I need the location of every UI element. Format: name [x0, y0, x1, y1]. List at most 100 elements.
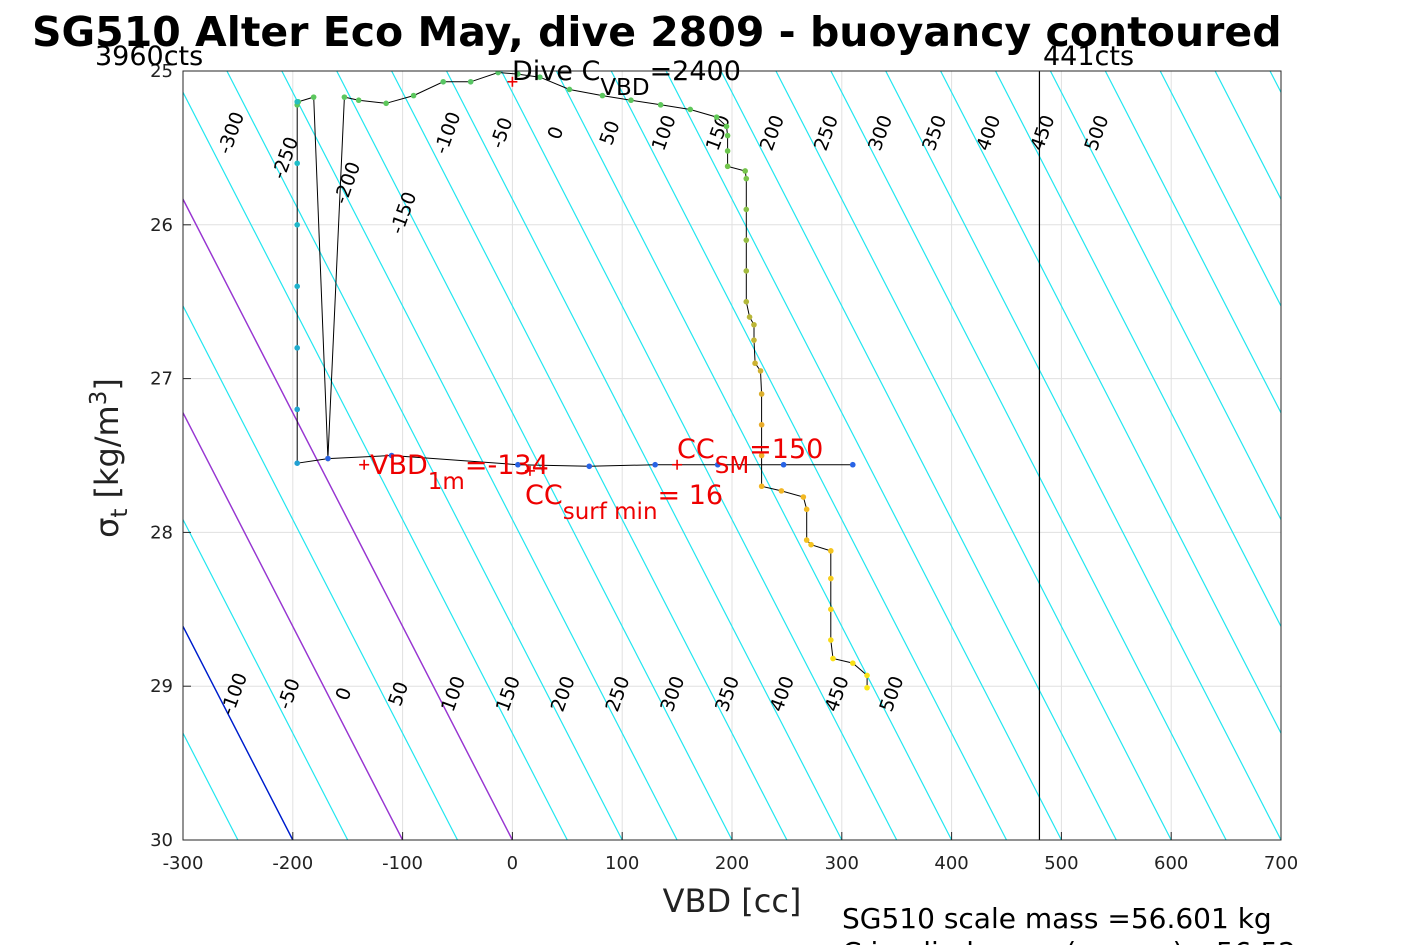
contour-line	[720, 71, 1117, 840]
contour-line	[336, 71, 733, 840]
highlight-contour-line	[183, 624, 294, 840]
climb-point	[294, 283, 300, 290]
profile-point	[566, 86, 573, 93]
profile-point	[758, 391, 765, 397]
climb-point	[294, 460, 300, 466]
cc-surf-min-label: CCsurf min= 16	[525, 480, 723, 525]
profile-point	[803, 537, 810, 543]
climb-point	[325, 455, 331, 462]
vbd-1m-label: VBD1m=-134	[370, 450, 549, 495]
climb-point	[294, 345, 300, 351]
contour-line	[1159, 71, 1281, 308]
climb-point	[714, 461, 721, 468]
profile-point	[310, 94, 317, 100]
x-tick-label: 100	[605, 853, 639, 874]
profile-point	[713, 114, 720, 120]
profile-point	[752, 360, 758, 367]
profile-point	[515, 71, 521, 77]
contour-line	[1049, 71, 1281, 521]
profile-point	[599, 92, 606, 99]
profile-point	[864, 684, 870, 691]
profile-point	[778, 488, 785, 494]
profile-point	[657, 102, 664, 108]
profile-point	[724, 148, 731, 154]
climb-point	[294, 98, 300, 105]
contour-line	[1104, 71, 1281, 415]
red-markers	[359, 76, 683, 476]
y-axis-label: σt [kg/m3]	[86, 378, 133, 538]
contour-line	[1325, 71, 1417, 840]
climb-point	[388, 452, 395, 459]
profile-point	[828, 548, 834, 554]
red-plus-marker	[672, 459, 683, 470]
contour-line	[183, 518, 349, 840]
cc-sm-sub: SM	[715, 453, 749, 479]
contour-line	[940, 71, 1281, 735]
profile-point	[751, 321, 757, 328]
y-tick-label: 28	[150, 522, 173, 543]
cc-surf-min-suffix: = 16	[658, 480, 724, 511]
profile-point	[758, 452, 765, 459]
cc-surf-min-prefix: CC	[525, 480, 563, 511]
contour-line	[610, 71, 1008, 840]
climb-point	[515, 461, 521, 468]
profile-point	[800, 494, 807, 500]
profile-point	[440, 78, 447, 85]
contour-line	[885, 71, 1281, 840]
y-axis-subscript: t	[107, 509, 133, 518]
contour-line	[445, 71, 843, 840]
profile-point	[341, 94, 348, 100]
profile-point	[724, 163, 731, 170]
red-plus-marker	[524, 465, 535, 476]
vbd-1m-suffix: =-134	[465, 450, 549, 481]
y-tick-label: 27	[150, 369, 173, 390]
x-ticks: -300 -200 -100 0 100 200 300 400 500 600 700	[163, 832, 1298, 874]
contour-line	[994, 71, 1281, 628]
profile-point	[743, 298, 750, 305]
y-tick-label: 26	[150, 215, 173, 236]
profile-point	[828, 606, 834, 613]
climb-point	[294, 160, 300, 167]
profile-point	[495, 71, 501, 76]
vbd-1m-prefix: VBD	[370, 450, 428, 481]
profile-point	[742, 168, 748, 174]
dive-profile	[294, 71, 870, 691]
profile-point	[757, 368, 764, 374]
profile-point	[758, 421, 765, 428]
y-axis-close: ]	[88, 378, 126, 390]
contour-line	[665, 71, 1062, 840]
contour-line	[555, 71, 953, 840]
chart-title: SG510 Alter Eco May, dive 2809 - buoyanc…	[32, 8, 1282, 56]
contour-line	[830, 71, 1227, 840]
y-tick-label: 29	[150, 676, 173, 697]
profile-point	[467, 78, 474, 85]
climb-point	[294, 222, 300, 228]
cc-sm-prefix: CC	[677, 434, 715, 465]
footer-implied-mass: C implied mass (approx) =56.52	[842, 936, 1296, 945]
climb-point	[294, 406, 300, 413]
contour-line	[0, 71, 73, 840]
profile-point	[743, 237, 750, 243]
contour-line	[775, 71, 1172, 840]
dive-c-vbd-suffix: =2400	[650, 56, 741, 87]
profile-point	[743, 206, 750, 213]
profile-point	[724, 132, 731, 139]
profile-point	[628, 97, 634, 104]
profile-point	[743, 175, 750, 182]
x-tick-label: 400	[934, 853, 968, 874]
cc-sm-label: CCSM=150	[677, 434, 823, 479]
y-ticks: 25 26 27 28 29 30	[150, 61, 191, 851]
profile-point	[746, 314, 753, 320]
left-count-label: 3960cts	[95, 41, 203, 72]
vbd-1m-sub: 1m	[428, 469, 465, 495]
contour-line	[1269, 71, 1281, 94]
y-axis-symbol: σ	[88, 518, 126, 538]
right-count-label: 441cts	[1043, 41, 1134, 72]
profile-point	[758, 483, 765, 490]
profile-point	[355, 97, 362, 104]
x-tick-label: 300	[825, 853, 859, 874]
y-axis-superscript: 3	[86, 391, 112, 406]
x-tick-label: 700	[1264, 853, 1298, 874]
contour-line	[0, 71, 18, 840]
